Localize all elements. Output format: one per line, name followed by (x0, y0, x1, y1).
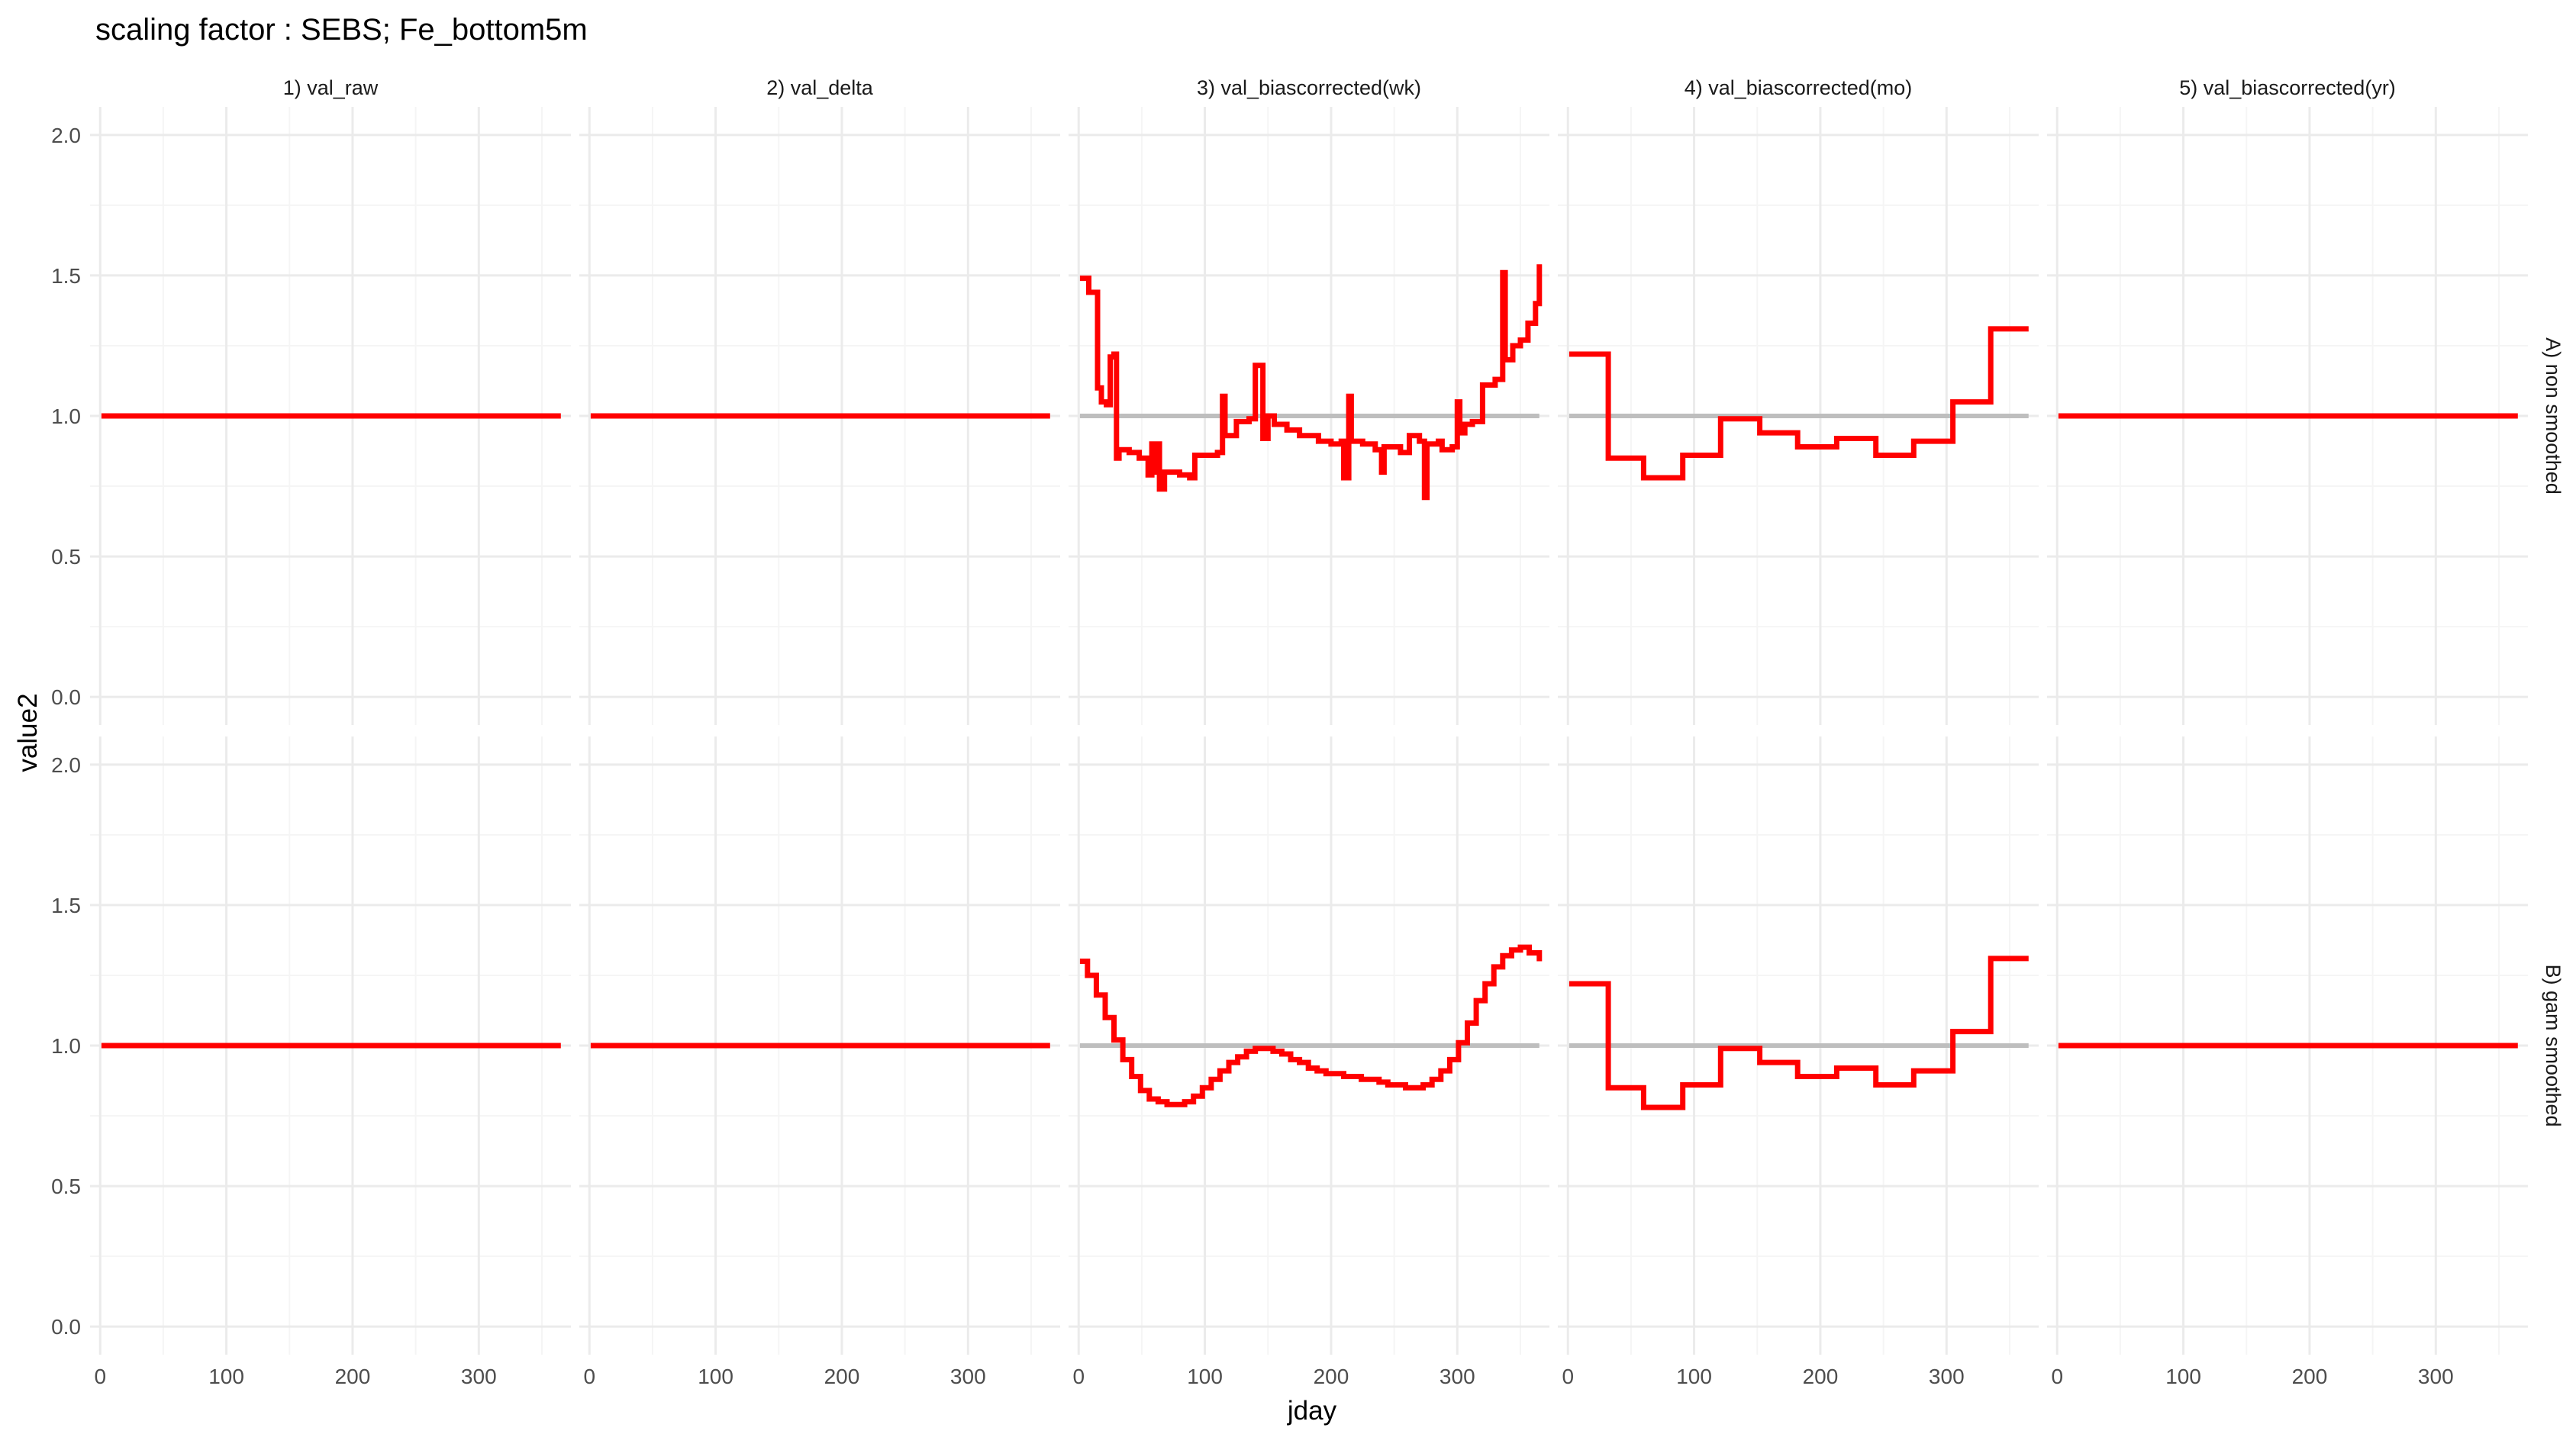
strip-column-4: 4) val_biascorrected(mo) (1685, 76, 1913, 99)
y-tick-label: 2.0 (51, 124, 81, 147)
x-tick-label: 100 (1187, 1365, 1223, 1388)
x-tick-label: 300 (1929, 1365, 1965, 1388)
strip-column-1: 1) val_raw (283, 76, 379, 99)
x-tick-label: 100 (698, 1365, 733, 1388)
x-tick-label: 100 (1676, 1365, 1712, 1388)
x-tick-label: 100 (208, 1365, 244, 1388)
x-tick-label: 0 (2051, 1365, 2063, 1388)
panel-r1-c0 (90, 736, 571, 1355)
strip-column-2: 2) val_delta (766, 76, 874, 99)
x-tick-label: 0 (94, 1365, 106, 1388)
x-tick-label: 0 (583, 1365, 595, 1388)
strip-row-2: B) gam smoothed (2542, 964, 2565, 1126)
strip-column-5: 5) val_biascorrected(yr) (2179, 76, 2396, 99)
x-tick-label: 200 (824, 1365, 860, 1388)
x-tick-label: 200 (1803, 1365, 1839, 1388)
x-tick-label: 200 (1314, 1365, 1349, 1388)
y-tick-label: 1.0 (51, 404, 81, 428)
facet-strips: 1) val_raw 2) val_delta 3) val_biascorrect… (283, 76, 2565, 1127)
x-axes: 0 100 200 300 0 100 200 300 0 100 200 300 0 100 200 300… (94, 1365, 2453, 1388)
panel-r1-c1 (579, 736, 1060, 1355)
y-tick-label: 1.5 (51, 264, 81, 288)
x-tick-label: 300 (2418, 1365, 2454, 1388)
series-line (1079, 264, 1543, 501)
panel-r0-c2 (1069, 107, 1549, 725)
x-tick-label: 300 (1440, 1365, 1475, 1388)
strip-row-1: A) non smoothed (2542, 337, 2565, 495)
x-tick-label: 200 (2292, 1365, 2328, 1388)
y-tick-label: 0.0 (51, 685, 81, 709)
panel-r0-c0 (90, 107, 571, 725)
x-tick-label: 300 (461, 1365, 497, 1388)
x-tick-label: 100 (2165, 1365, 2201, 1388)
panel-r0-c3 (1558, 107, 2039, 725)
panel-r0-c1 (579, 107, 1060, 725)
y-tick-label: 1.5 (51, 894, 81, 917)
x-tick-label: 0 (1562, 1365, 1574, 1388)
series-line (1568, 956, 2029, 1110)
y-tick-label: 0.5 (51, 1175, 81, 1198)
strip-column-3: 3) val_biascorrected(wk) (1197, 76, 1421, 99)
series-line (1079, 944, 1543, 1107)
y-tick-label: 1.0 (51, 1034, 81, 1058)
facet-panels (90, 107, 2528, 1355)
series-line (1568, 326, 2029, 481)
panel-r1-c2 (1069, 736, 1549, 1355)
panel-r1-c4 (2047, 736, 2528, 1355)
x-axis-title: jday (1287, 1396, 1337, 1426)
y-tick-label: 2.0 (51, 753, 81, 777)
x-tick-label: 200 (335, 1365, 371, 1388)
chart-title: scaling factor : SEBS; Fe_bottom5m (95, 13, 588, 47)
x-tick-label: 300 (950, 1365, 986, 1388)
panel-r0-c4 (2047, 107, 2528, 725)
x-tick-label: 0 (1072, 1365, 1085, 1388)
y-tick-label: 0.5 (51, 545, 81, 569)
y-tick-label: 0.0 (51, 1315, 81, 1339)
y-axis-title: value2 (13, 693, 43, 772)
panel-r1-c3 (1558, 736, 2039, 1355)
y-axes: 0.0 0.5 1.0 1.5 2.0 0.0 0.5 1.0 1.5 2.0 (51, 124, 81, 1339)
